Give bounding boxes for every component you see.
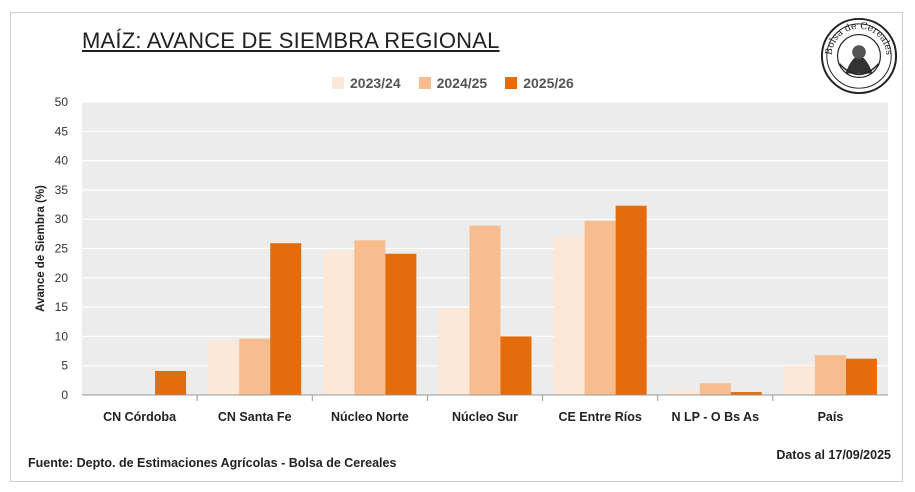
bar-2-3 <box>500 336 532 395</box>
bar-2-0 <box>155 370 187 395</box>
x-tick-label-1: CN Santa Fe <box>218 410 292 424</box>
bar-2-2 <box>385 253 417 395</box>
y-tick-label-2: 10 <box>55 329 69 343</box>
y-tick-label-0: 0 <box>61 388 68 402</box>
x-tick-label-6: País <box>818 410 844 424</box>
bar-0-4 <box>553 236 585 395</box>
bar-0-1 <box>208 341 240 395</box>
bar-0-2 <box>323 251 355 395</box>
legend-item-1: 2024/25 <box>418 75 488 91</box>
legend-swatch-0 <box>332 77 344 89</box>
bar-1-4 <box>584 220 616 395</box>
y-tick-label-10: 50 <box>55 95 69 109</box>
y-tick-label-1: 5 <box>61 359 68 373</box>
bar-1-2 <box>354 240 386 395</box>
date-note: Datos al 17/09/2025 <box>776 448 891 462</box>
y-tick-label-4: 20 <box>55 271 69 285</box>
bar-1-6 <box>814 355 846 395</box>
legend-label-2: 2025/26 <box>523 75 574 91</box>
chart-title: MAÍZ: AVANCE DE SIEMBRA REGIONAL <box>82 28 500 53</box>
bar-1-3 <box>469 225 501 395</box>
bar-2-1 <box>270 243 302 395</box>
bar-2-4 <box>615 205 647 395</box>
x-tick-label-5: N LP - O Bs As <box>672 410 760 424</box>
bar-0-3 <box>438 308 470 395</box>
bar-0-6 <box>783 365 815 395</box>
legend: 2023/24 2024/25 2025/26 <box>332 75 574 91</box>
bar-2-5 <box>730 392 762 395</box>
y-tick-label-8: 40 <box>55 154 69 168</box>
legend-label-1: 2024/25 <box>436 75 488 91</box>
bar-1-1 <box>239 338 271 395</box>
x-tick-label-2: Núcleo Norte <box>331 410 409 424</box>
x-tick-label-3: Núcleo Sur <box>452 410 518 424</box>
legend-swatch-1 <box>418 77 431 89</box>
y-tick-label-9: 45 <box>55 124 69 138</box>
bar-2-6 <box>845 358 877 395</box>
bar-0-5 <box>668 390 700 395</box>
legend-item-2: 2025/26 <box>505 75 574 91</box>
legend-label-0: 2023/24 <box>350 75 401 91</box>
y-axis-label: Avance de Siembra (%) <box>35 185 47 312</box>
seal-logo: Bolsa de Cereales <box>820 17 898 95</box>
x-tick-label-4: CE Entre Ríos <box>558 410 641 424</box>
y-tick-label-3: 15 <box>55 300 69 314</box>
y-tick-label-7: 35 <box>55 183 69 197</box>
y-tick-label-5: 25 <box>55 242 69 256</box>
y-tick-label-6: 30 <box>55 212 69 226</box>
legend-swatch-2 <box>505 77 518 89</box>
bar-1-5 <box>699 383 731 395</box>
x-tick-label-0: CN Córdoba <box>103 410 177 424</box>
source-note: Fuente: Depto. de Estimaciones Agrícolas… <box>28 456 397 470</box>
legend-item-0: 2023/24 <box>332 75 401 91</box>
